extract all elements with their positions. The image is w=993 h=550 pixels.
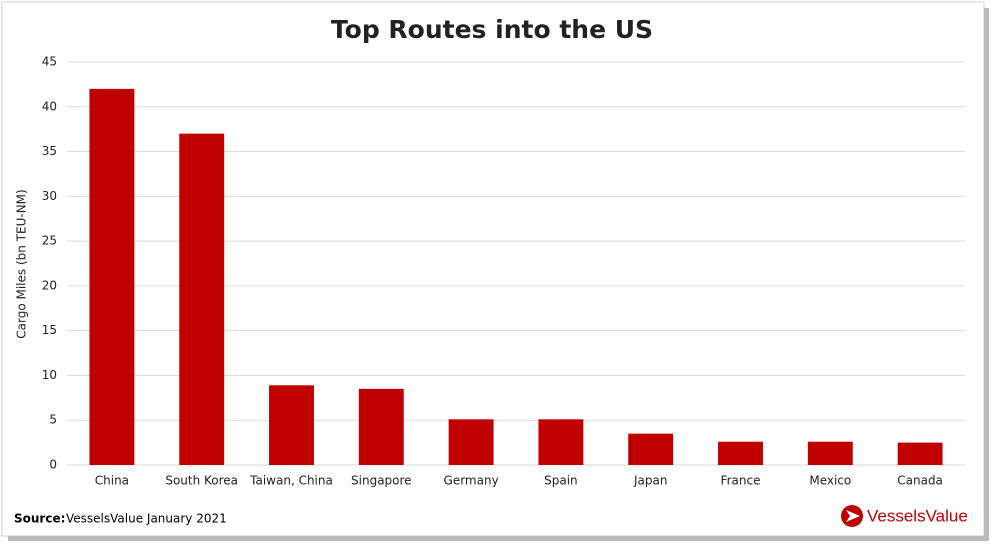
x-tick-label: Canada	[897, 474, 943, 488]
y-tick-label: 5	[49, 413, 57, 427]
bar	[179, 133, 225, 465]
y-tick-label: 35	[42, 144, 57, 158]
y-tick-label: 40	[42, 99, 57, 113]
x-tick-label: Singapore	[351, 474, 412, 488]
y-tick-label: 45	[42, 55, 57, 69]
x-tick-label: South Korea	[165, 474, 238, 488]
bar	[807, 441, 853, 465]
bar	[269, 385, 314, 465]
x-tick-label: France	[721, 474, 761, 488]
y-tick-label: 10	[42, 368, 57, 382]
bar	[628, 433, 674, 465]
x-tick-label: Mexico	[809, 474, 851, 488]
bar	[89, 88, 135, 465]
shadow	[984, 8, 989, 540]
source-text: VesselsValue January 2021	[66, 512, 227, 526]
bar	[448, 419, 494, 465]
shadow	[8, 536, 989, 541]
y-tick-label: 30	[42, 189, 57, 203]
y-tick-label: 20	[42, 278, 57, 292]
bar	[897, 442, 943, 465]
bar	[538, 419, 584, 465]
logo-text: VesselsValue	[867, 506, 968, 525]
source-label: Source:	[14, 512, 65, 526]
x-tick-label: Germany	[444, 474, 499, 488]
bar	[358, 388, 404, 465]
x-tick-label: Japan	[633, 474, 667, 488]
y-tick-label: 25	[42, 234, 57, 248]
y-tick-label: 15	[42, 323, 57, 337]
logo-icon-arrow	[846, 510, 860, 522]
y-tick-label: 0	[49, 458, 57, 472]
x-tick-label: China	[95, 474, 129, 488]
x-tick-label: Spain	[544, 474, 578, 488]
bar	[718, 441, 763, 465]
x-tick-label: Taiwan, China	[249, 474, 333, 488]
chart-title: Top Routes into the US	[331, 15, 653, 44]
y-axis-label: Cargo Miles (bn TEU-NM)	[15, 189, 29, 338]
